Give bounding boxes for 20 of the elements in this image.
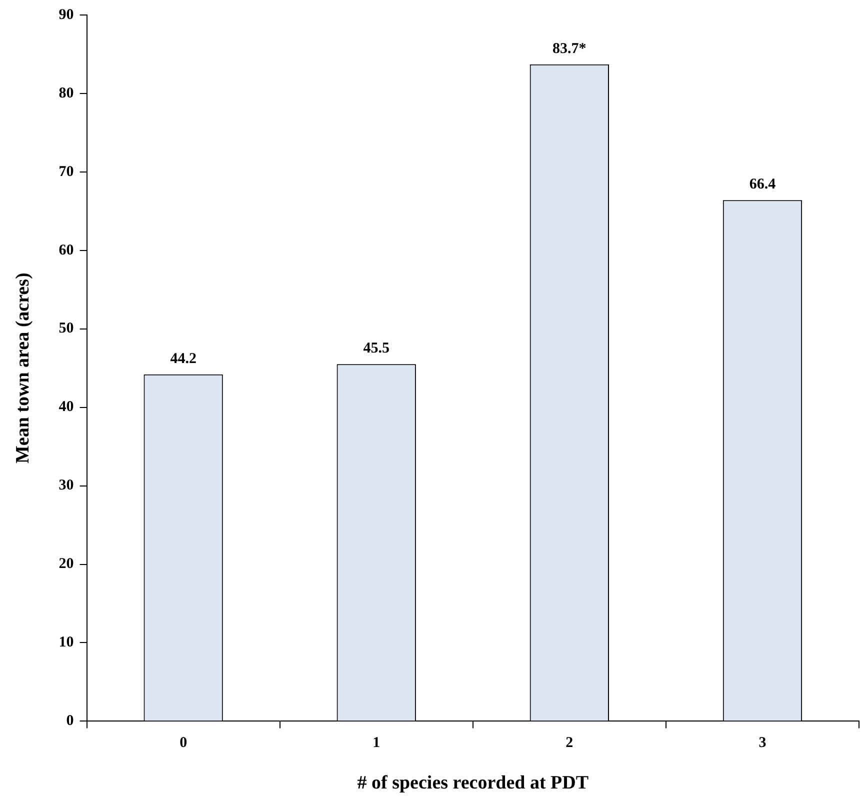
x-axis-title: # of species recorded at PDT — [357, 772, 589, 794]
data-label: 83.7* — [552, 40, 586, 57]
x-tick-label: 0 — [180, 735, 188, 752]
y-tick-label: 30 — [58, 478, 74, 494]
y-tick-label: 70 — [58, 164, 74, 180]
data-label: 44.2 — [170, 350, 196, 367]
y-tick-label: 50 — [58, 320, 74, 337]
y-tick-label: 20 — [58, 556, 74, 572]
y-axis-title: Mean town area (acres) — [12, 272, 34, 464]
y-tick-label: 90 — [58, 6, 74, 23]
x-tick-label: 2 — [566, 735, 574, 752]
y-tick-label: 60 — [58, 242, 74, 258]
y-tick-label: 80 — [58, 85, 74, 102]
data-label: 45.5 — [363, 340, 390, 357]
y-tick-label: 40 — [58, 399, 74, 416]
x-tick-label: 3 — [758, 735, 766, 752]
data-label: 66.4 — [749, 176, 776, 193]
y-tick-label: 10 — [58, 634, 74, 651]
x-tick-label: 1 — [372, 735, 380, 752]
y-tick-label: 0 — [66, 713, 74, 730]
